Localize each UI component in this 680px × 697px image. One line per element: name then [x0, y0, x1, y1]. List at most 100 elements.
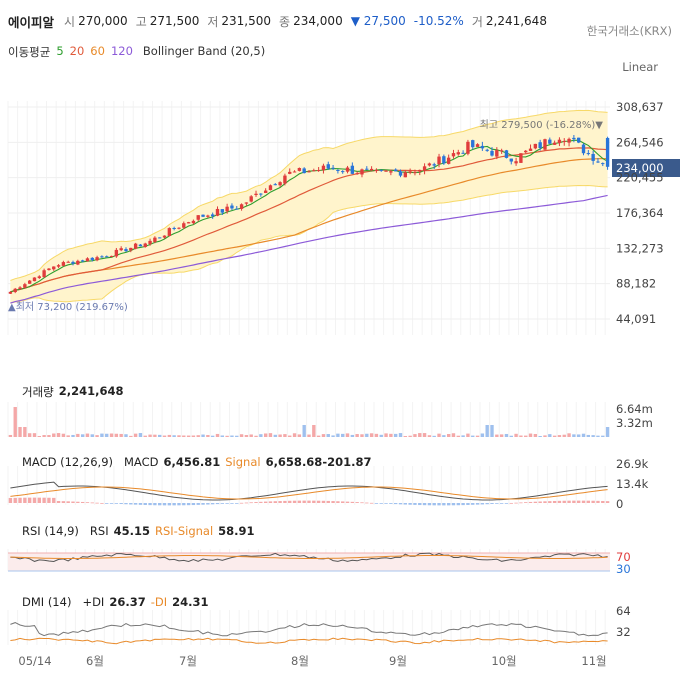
macd-hist-bar [52, 497, 56, 503]
volume-bar [586, 434, 591, 437]
candle-body [384, 170, 388, 172]
macd-hist-bar [350, 501, 355, 503]
candle-body [316, 170, 321, 172]
candle-body [446, 157, 451, 164]
candle-body [66, 261, 70, 263]
candle-body [471, 140, 475, 148]
macd-hist-bar [466, 503, 470, 505]
volume-bar [172, 435, 176, 437]
macd-hist-bar [490, 503, 494, 504]
macd-hist-bar [114, 503, 119, 504]
volume-bar [446, 434, 451, 437]
candle-body [27, 280, 32, 284]
pdi-line [10, 622, 608, 637]
candle-body [596, 161, 600, 163]
candle-body [259, 193, 263, 195]
candle-body [403, 172, 408, 178]
volume-bar [196, 435, 200, 437]
candle-body [562, 141, 566, 143]
volume-legend-value: 2,241,648 [58, 384, 124, 398]
volume-bar [331, 435, 335, 437]
candle-body [321, 165, 326, 171]
candle-body [191, 220, 196, 224]
open-value: 270,000 [78, 14, 128, 28]
macd-hist-bar [196, 503, 200, 505]
rsi-signal-label: RSI-Signal [155, 524, 214, 538]
macd-hist-bar [283, 500, 287, 503]
candle-body [355, 173, 359, 175]
candle-body [56, 265, 61, 267]
candle-body [263, 190, 268, 193]
macd-hist-bar [418, 503, 422, 506]
volume-bar [225, 435, 229, 437]
volume-bar [442, 435, 446, 437]
macd-hist-bar [109, 503, 114, 504]
macd-hist-bar [13, 497, 17, 503]
candle-body [23, 284, 27, 288]
volume-bar [133, 433, 138, 437]
scale-mode-button[interactable]: Linear [622, 60, 658, 74]
macd-hist-bar [572, 500, 576, 503]
pdi-label: +DI [82, 595, 105, 609]
macd-hist-bar [278, 501, 282, 503]
macd-hist-bar [71, 501, 75, 503]
macd-hist-bar [268, 501, 273, 503]
mdi-line [10, 637, 608, 645]
x-axis-label: 05/14 [18, 654, 51, 668]
macd-hist-bar [605, 501, 610, 503]
candle-body [119, 248, 123, 251]
candle-body [369, 168, 374, 171]
price-y-tick: 132,273 [616, 241, 664, 255]
macd-hist-bar [422, 503, 427, 506]
price-y-tick: 264,546 [616, 135, 664, 149]
volume-bar [379, 434, 383, 437]
macd-hist-bar [567, 500, 571, 503]
candle-body [312, 170, 316, 172]
volume-bar [105, 433, 109, 437]
macd-legend: MACD (12,26,9) MACD 6,456.81 Signal 6,65… [22, 455, 371, 469]
volume-bar [235, 435, 239, 437]
candle-body [278, 182, 282, 186]
candle-body [47, 268, 51, 271]
volume-bar [201, 434, 205, 437]
macd-hist-bar [384, 503, 388, 504]
macd-line-label: MACD [124, 455, 159, 469]
macd-hist-bar [235, 503, 239, 504]
x-axis-label: 9월 [389, 654, 407, 668]
macd-hist-bar [596, 500, 600, 503]
x-axis-label: 11월 [581, 654, 606, 668]
macd-hist-bar [56, 500, 61, 503]
candle-body [18, 287, 22, 290]
macd-hist-bar [307, 500, 311, 503]
rsi-legend: RSI (14,9) RSI 45.15 RSI-Signal 58.91 [22, 524, 255, 538]
macd-hist-bar [61, 501, 66, 503]
volume-bar [548, 434, 552, 437]
volume-bar [480, 433, 485, 437]
volume-bar [109, 433, 114, 437]
candle-body [374, 169, 379, 171]
macd-hist-bar [191, 503, 196, 506]
stock-name[interactable]: 에이피알 [8, 14, 55, 30]
axis-labels: 최고 279,500 (-16.28%)▼ ▲최저 73,200 (219.67%… [8, 100, 680, 668]
macd-hist-bar [601, 500, 605, 503]
volume-bar [119, 433, 123, 437]
volume-bar [177, 435, 181, 437]
candle-body [32, 277, 37, 282]
quote-header: 에이피알 시 270,000 고 271,500 저 231,500 종 234… [8, 11, 555, 31]
close-label: 종 [279, 14, 291, 29]
macd-hist-bar [80, 501, 85, 503]
volume-bar [288, 435, 292, 437]
x-axis-label: 7월 [179, 654, 197, 668]
volume-bar [533, 433, 538, 437]
volume-bar [577, 434, 581, 437]
ma-20: 20 [69, 44, 85, 58]
volume-bar [341, 433, 345, 437]
high-value: 271,500 [149, 14, 200, 28]
candle-body [398, 171, 403, 176]
macd-hist-bar [475, 503, 480, 505]
x-axis-label: 8월 [291, 654, 309, 668]
candle-body [143, 243, 147, 247]
volume-y-tick: 3.32m [616, 416, 653, 430]
ma-legend[interactable]: 이동평균 5 20 60 120 Bollinger Band (20,5) [8, 44, 265, 60]
